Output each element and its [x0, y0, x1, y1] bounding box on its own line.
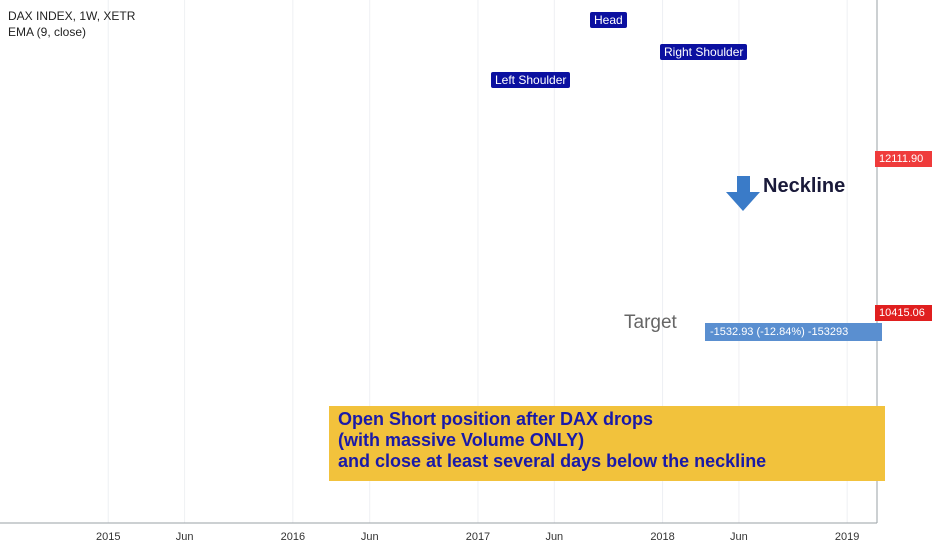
right-shoulder-label: Right Shoulder	[660, 44, 748, 60]
x-tick-label: 2018	[650, 531, 674, 543]
symbol-title: DAX INDEX, 1W, XETR	[8, 9, 136, 23]
chart-legend: DAX INDEX, 1W, XETR EMA (9, close)	[8, 8, 135, 40]
callout-line-3: and close at least several days below th…	[338, 451, 767, 471]
callout-line-1: Open Short position after DAX drops	[338, 409, 654, 429]
indicator-label: EMA (9, close)	[8, 25, 87, 39]
x-tick-label: Jun	[361, 531, 379, 543]
neckline-label: Neckline	[763, 175, 846, 197]
target-label: Target	[624, 312, 677, 333]
x-tick-label: 2017	[466, 531, 490, 543]
head-label: Head	[590, 12, 627, 28]
x-tick-label: Jun	[176, 531, 194, 543]
x-tick-label: 2015	[96, 531, 120, 543]
support-price-label: 10415.06	[875, 305, 932, 321]
x-tick-label: Jun	[730, 531, 748, 543]
measure-readout: -1532.93 (-12.84%) -153293	[705, 323, 882, 341]
x-tick-label: 2016	[281, 531, 305, 543]
x-tick-label: Jun	[545, 531, 563, 543]
current-price-label: 12111.90	[875, 151, 932, 167]
x-tick-label: 2019	[835, 531, 859, 543]
callout-line-2: (with massive Volume ONLY)	[338, 430, 585, 450]
left-shoulder-label: Left Shoulder	[491, 72, 571, 88]
down-arrow-icon	[726, 176, 760, 211]
trade-callout: Open Short position after DAX drops (wit…	[329, 406, 885, 481]
